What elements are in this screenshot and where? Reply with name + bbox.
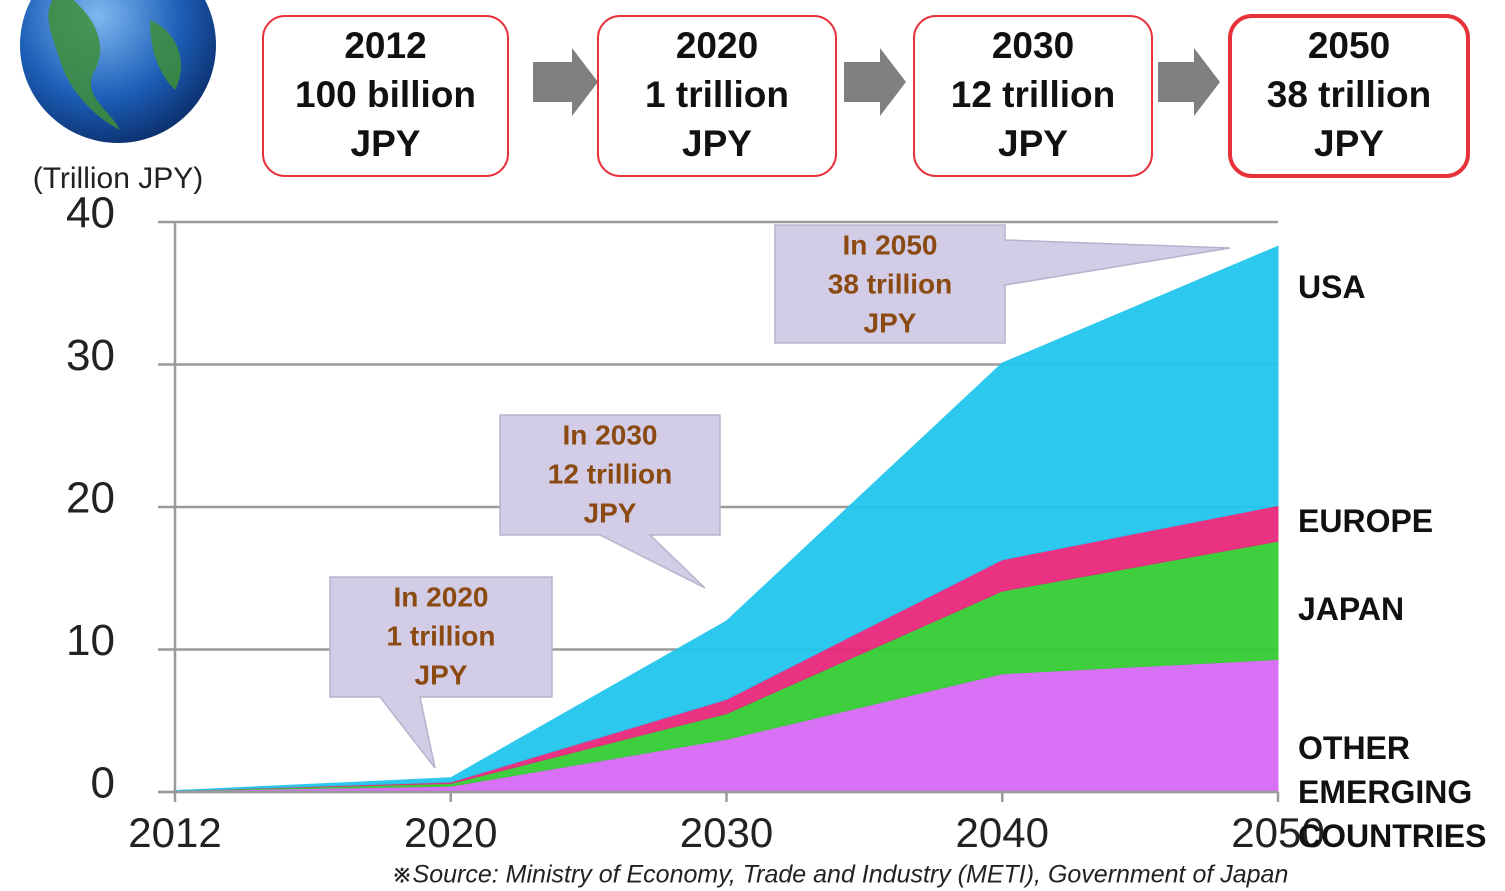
callout-text: 12 trillion: [548, 458, 672, 489]
y-tick-label: 0: [91, 759, 115, 808]
arrows: [533, 48, 1220, 116]
summary-box: 2012 100 billion JPY: [262, 15, 509, 177]
y-tick-label: 20: [66, 474, 115, 523]
box-text: 100 billion: [295, 74, 476, 115]
x-tick-label: 2012: [128, 809, 221, 856]
summary-box: 2020 1 trillion JPY: [597, 15, 837, 177]
x-tick-label: 2020: [404, 809, 497, 856]
summary-box: 2050 38 trillion JPY: [1228, 14, 1470, 178]
y-tick-label: 10: [66, 616, 115, 665]
box-text: JPY: [682, 123, 752, 164]
callout-shape: [329, 576, 553, 769]
box-text: JPY: [998, 123, 1068, 164]
x-tick-label: 2050: [1231, 809, 1324, 856]
summary-box: 2030 12 trillion JPY: [913, 15, 1153, 177]
y-tick-label: 40: [66, 189, 115, 238]
callout-shape: [499, 414, 721, 589]
box-frame: [262, 15, 509, 177]
callout-text: JPY: [864, 307, 917, 338]
y-tick-label: 30: [66, 331, 115, 380]
box-frame: [597, 15, 837, 177]
box-text: 2050: [1308, 25, 1390, 66]
box-text: 2020: [676, 25, 758, 66]
source: ※Source: Ministry of Economy, Trade and …: [392, 861, 1289, 889]
callout-text: In 2030: [563, 419, 658, 450]
callout-shape: [774, 224, 1231, 344]
callout-text: In 2020: [394, 581, 489, 612]
legend-label: USA: [1298, 269, 1366, 305]
x-tick-label: 2040: [956, 809, 1049, 856]
box-text: 2030: [992, 25, 1074, 66]
box-frame: [1228, 14, 1470, 178]
callout-text: 1 trillion: [387, 620, 496, 651]
globe-icon: [20, 0, 216, 143]
x-tick-label: 2030: [680, 809, 773, 856]
box-text: 1 trillion: [645, 74, 789, 115]
callout-text: In 2050: [843, 229, 938, 260]
callout-text: JPY: [415, 659, 468, 690]
unit-label: (Trillion JPY): [33, 162, 204, 195]
callout-text: JPY: [584, 497, 637, 528]
callout: In 2050 38 trillion JPY: [774, 224, 1231, 344]
box-text: JPY: [351, 123, 421, 164]
legend-label: JAPAN: [1298, 591, 1405, 627]
box-text: 12 trillion: [951, 74, 1115, 115]
box-frame: [913, 15, 1153, 177]
area: [174, 245, 1279, 792]
box-text: 2012: [344, 25, 426, 66]
callout-text: 38 trillion: [828, 268, 952, 299]
callout: In 2030 12 trillion JPY: [499, 414, 721, 589]
legend-label: EUROPE: [1298, 503, 1434, 539]
box-text: JPY: [1314, 123, 1384, 164]
legend-label: OTHER EMERGING COUNTRIES: [1298, 730, 1487, 854]
callout: In 2020 1 trillion JPY: [329, 576, 553, 769]
box-text: 38 trillion: [1267, 74, 1431, 115]
